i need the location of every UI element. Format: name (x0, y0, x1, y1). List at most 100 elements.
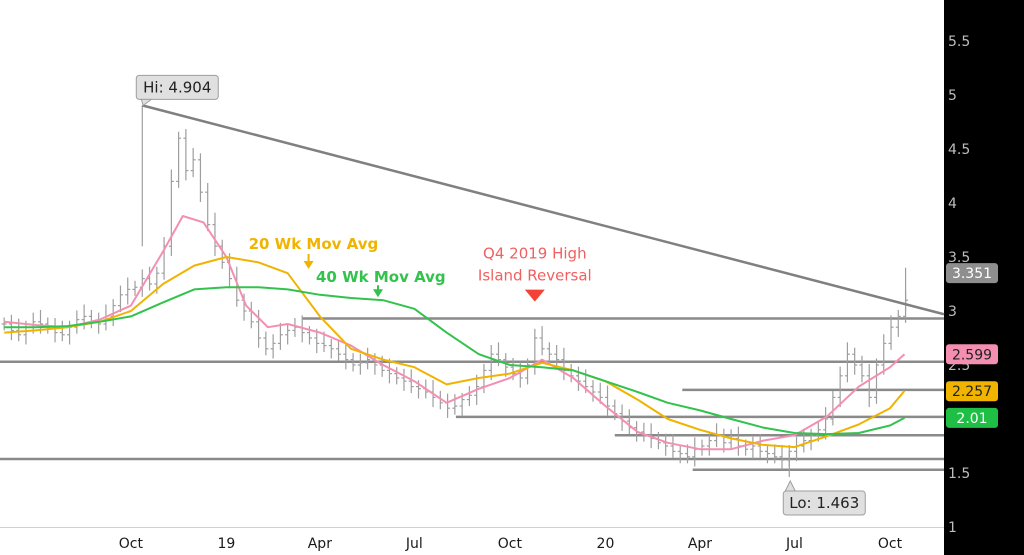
price-badge-bg (946, 263, 998, 284)
y-tick-label: 3.5 (948, 250, 970, 266)
price-bar (873, 358, 879, 404)
price-bar (52, 318, 58, 343)
price-bar (750, 436, 756, 459)
price-bar (568, 363, 574, 383)
x-tick-label: Apr (688, 536, 712, 552)
price-bar (365, 347, 371, 370)
lo-label-pointer (784, 479, 797, 492)
x-tick-label: Oct (119, 536, 144, 552)
price-bar (532, 328, 538, 375)
price-bar (452, 394, 458, 415)
ma20-label-text: 20 Wk Mov Avg (249, 235, 379, 253)
price-bar (866, 363, 872, 408)
price-bar (1, 317, 7, 331)
price-bar (16, 318, 22, 342)
price-bar (764, 444, 770, 464)
price-bar (357, 353, 363, 375)
price-bar (554, 345, 560, 367)
price-bar (190, 147, 196, 178)
x-tick-label: Jul (785, 536, 803, 552)
price-bar (525, 358, 531, 385)
price-bar (794, 436, 800, 462)
price-bar (408, 369, 414, 394)
price-bar (663, 433, 669, 456)
price-bar (539, 326, 545, 356)
price-bar (757, 434, 763, 458)
price-badge-text: 3.351 (952, 266, 992, 282)
price-bar (176, 131, 182, 188)
price-bar (401, 368, 407, 391)
ma20-arrow-head (303, 261, 314, 269)
price-bar (575, 366, 581, 391)
price-badge-bg (946, 344, 998, 365)
price-bar (888, 315, 894, 350)
annotations: Hi: 4.904 Lo: 1.463 20 Wk Mov Avg 40 Wk Mov… (135, 74, 866, 516)
price-bar (692, 437, 698, 467)
price-badge-text: 2.01 (956, 411, 987, 427)
price-bar (895, 309, 901, 337)
price-bar (852, 347, 858, 375)
price-bar (837, 366, 843, 408)
price-bar (350, 353, 356, 372)
y-tick-label: 4 (948, 196, 957, 212)
ma40-label-text: 40 Wk Mov Avg (316, 268, 446, 286)
q4-reversal-label: Q4 2019 High Island Reversal (478, 245, 592, 302)
series-line-ma40 (4, 286, 905, 436)
price-bar (590, 380, 596, 402)
price-badge-bg (946, 381, 998, 402)
q4-marker-icon (524, 289, 545, 302)
ma20-label: 20 Wk Mov Avg (249, 235, 379, 269)
price-bar (270, 334, 276, 359)
y-tick-label: 5 (948, 88, 957, 104)
hi-label-box (135, 74, 219, 100)
price-badge-bg (946, 407, 998, 428)
price-bar (605, 385, 611, 416)
price-badge-text: 2.599 (952, 347, 992, 363)
price-bar (292, 318, 298, 337)
hi-label: Hi: 4.904 (135, 74, 219, 107)
price-bar (844, 342, 850, 383)
price-bar (197, 153, 203, 202)
q4-label-line1: Q4 2019 High (483, 245, 587, 263)
x-tick-label: Apr (308, 536, 332, 552)
price-bar (546, 342, 552, 364)
y-tick-label: 5.5 (948, 34, 970, 50)
price-bar (881, 334, 887, 375)
y-tick-label: 3 (948, 304, 957, 320)
support-resistance-lines (0, 317, 944, 472)
y-tick-label: 4.5 (948, 142, 970, 158)
hi-label-pointer (140, 98, 153, 107)
price-bar (626, 409, 632, 435)
price-bar (314, 328, 320, 354)
price-bar (466, 386, 472, 407)
price-bar (343, 342, 349, 370)
price-bar (772, 444, 778, 464)
price-bar (641, 422, 647, 442)
price-badge-3: 2.01 (946, 407, 998, 428)
price-bar (248, 301, 254, 329)
x-axis-panel (0, 527, 944, 555)
price-bar (263, 331, 269, 356)
price-bar (830, 390, 836, 426)
price-bar (386, 358, 392, 384)
y-tick-label: 1.5 (948, 466, 970, 482)
price-bar (205, 183, 211, 232)
price-bar (328, 339, 334, 359)
lo-label: Lo: 1.463 (782, 479, 866, 516)
price-bar (285, 323, 291, 345)
price-bar (277, 322, 283, 350)
ma40-arrow-head (373, 289, 384, 298)
price-bar (183, 129, 189, 181)
price-bar (256, 309, 262, 348)
series-line-ma20 (4, 256, 906, 449)
price-badge-2: 2.257 (946, 381, 998, 402)
x-tick-label: Oct (878, 536, 903, 552)
price-bar (125, 277, 131, 305)
hi-label-text: Hi: 4.904 (143, 78, 211, 96)
price-bar (859, 355, 865, 383)
price-bar (495, 342, 501, 367)
x-tick-label: Oct (498, 536, 523, 552)
price-bar (74, 310, 80, 334)
